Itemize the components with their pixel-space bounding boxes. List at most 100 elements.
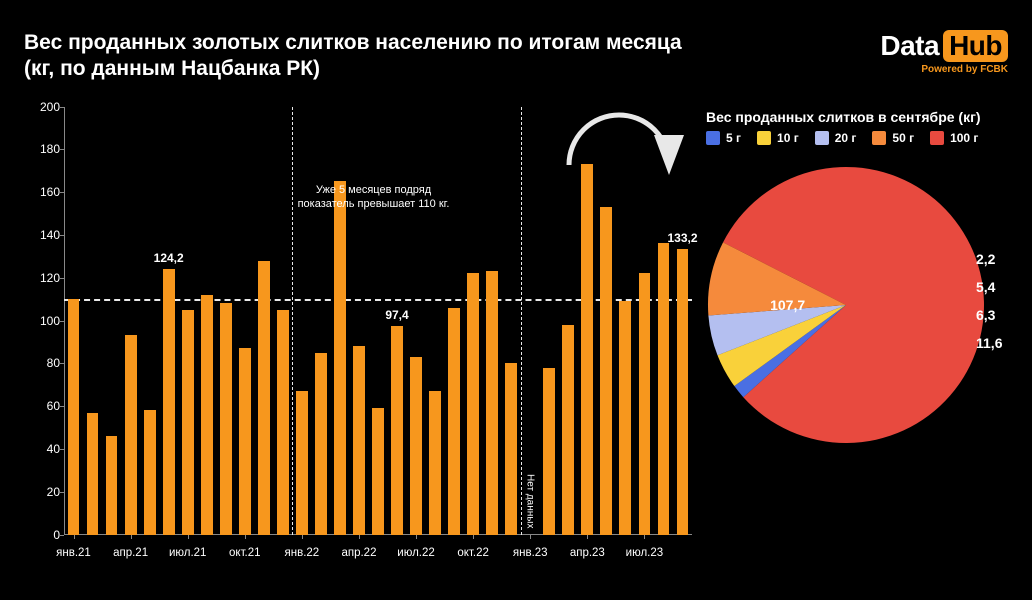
pie-slice-label: 11,6 [976, 335, 1002, 351]
bar [220, 303, 232, 534]
y-tick-mark [60, 321, 64, 322]
x-tick-mark [131, 535, 132, 539]
legend-item: 5 г [706, 131, 741, 145]
bar [677, 249, 689, 534]
bar [182, 310, 194, 535]
bar [639, 273, 651, 534]
year-divider [292, 107, 293, 535]
x-tick-mark [74, 535, 75, 539]
page-title: Вес проданных золотых слитков населению … [24, 30, 860, 83]
bar [296, 391, 308, 534]
bar [448, 308, 460, 535]
bar-plot-area: 020406080100120140160180200124,297,4Нет … [64, 107, 692, 535]
x-tick-mark [473, 535, 474, 539]
legend-swatch [815, 131, 829, 145]
y-tick-label: 20 [26, 485, 60, 499]
y-tick-label: 180 [26, 142, 60, 156]
pie-panel: Вес проданных слитков в сентябре (кг) 5 … [706, 101, 1008, 571]
logo-right: Hub [943, 30, 1008, 62]
y-axis [64, 107, 65, 535]
pie-slice-label: 5,4 [976, 279, 995, 295]
x-tick-label: окт.21 [229, 547, 261, 559]
bar [581, 164, 593, 534]
legend-label: 20 г [835, 131, 857, 145]
pie-slice-label: 107,7 [770, 297, 805, 313]
bar [619, 301, 631, 534]
x-tick-mark [188, 535, 189, 539]
bar [410, 357, 422, 535]
legend-label: 50 г [892, 131, 914, 145]
y-tick-mark [60, 235, 64, 236]
y-tick-mark [60, 149, 64, 150]
x-tick-mark [644, 535, 645, 539]
bar [106, 436, 118, 534]
y-tick-mark [60, 107, 64, 108]
title-line-1: Вес проданных золотых слитков населению … [24, 31, 682, 54]
year-divider [521, 107, 522, 535]
y-tick-mark [60, 406, 64, 407]
x-tick-label: апр.21 [113, 547, 148, 559]
y-tick-label: 140 [26, 228, 60, 242]
content: 020406080100120140160180200124,297,4Нет … [24, 101, 1008, 571]
y-tick-label: 80 [26, 356, 60, 370]
bar-chart: 020406080100120140160180200124,297,4Нет … [24, 101, 696, 571]
legend-swatch [930, 131, 944, 145]
y-tick-label: 0 [26, 528, 60, 542]
pie-legend: 5 г 10 г 20 г 50 г 100 г [706, 131, 1008, 145]
bar [258, 261, 270, 535]
y-tick-label: 160 [26, 185, 60, 199]
no-data-label: Нет данных [525, 474, 536, 528]
x-tick-label: апр.23 [570, 547, 605, 559]
bar [486, 271, 498, 534]
logo-left: Data [880, 30, 939, 61]
x-tick-label: янв.21 [56, 547, 91, 559]
bar [429, 391, 441, 534]
logo: DataHub Powered by FCBK [880, 30, 1008, 75]
bar [68, 299, 80, 534]
legend-label: 100 г [950, 131, 978, 145]
bar [144, 410, 156, 534]
y-tick-mark [60, 492, 64, 493]
annotation-text: Уже 5 месяцев подрядпоказатель превышает… [288, 184, 458, 212]
legend-item: 10 г [757, 131, 799, 145]
x-tick-mark [416, 535, 417, 539]
x-tick-label: янв.23 [513, 547, 548, 559]
y-tick-mark [60, 278, 64, 279]
bar [125, 335, 137, 534]
legend-item: 20 г [815, 131, 857, 145]
x-tick-mark [587, 535, 588, 539]
bar [315, 353, 327, 535]
pie-slice-label: 6,3 [976, 307, 995, 323]
header: Вес проданных золотых слитков населению … [24, 30, 1008, 83]
legend-label: 10 г [777, 131, 799, 145]
x-tick-label: янв.22 [285, 547, 320, 559]
bar-value-label: 97,4 [385, 308, 408, 322]
bar [87, 413, 99, 535]
bar [505, 363, 517, 534]
page: Вес проданных золотых слитков населению … [0, 0, 1032, 600]
bar [658, 243, 670, 534]
bar [163, 269, 175, 535]
bar [277, 310, 289, 535]
x-tick-label: апр.22 [341, 547, 376, 559]
legend-label: 5 г [726, 131, 741, 145]
x-tick-mark [245, 535, 246, 539]
bar [239, 348, 251, 534]
title-line-2: (кг, по данным Нацбанка РК) [24, 57, 320, 80]
bar [353, 346, 365, 534]
pie-chart: 107,72,25,46,311,6 [706, 165, 986, 445]
title-block: Вес проданных золотых слитков населению … [24, 30, 860, 83]
legend-item: 50 г [872, 131, 914, 145]
bar [372, 408, 384, 534]
x-tick-mark [302, 535, 303, 539]
y-tick-label: 120 [26, 271, 60, 285]
bar [201, 295, 213, 535]
bar-value-label: 124,2 [154, 251, 184, 265]
y-tick-label: 100 [26, 314, 60, 328]
pie-slice-label: 2,2 [976, 251, 995, 267]
y-tick-mark [60, 449, 64, 450]
legend-item: 100 г [930, 131, 978, 145]
y-tick-mark [60, 192, 64, 193]
legend-swatch [706, 131, 720, 145]
y-tick-mark [60, 535, 64, 536]
